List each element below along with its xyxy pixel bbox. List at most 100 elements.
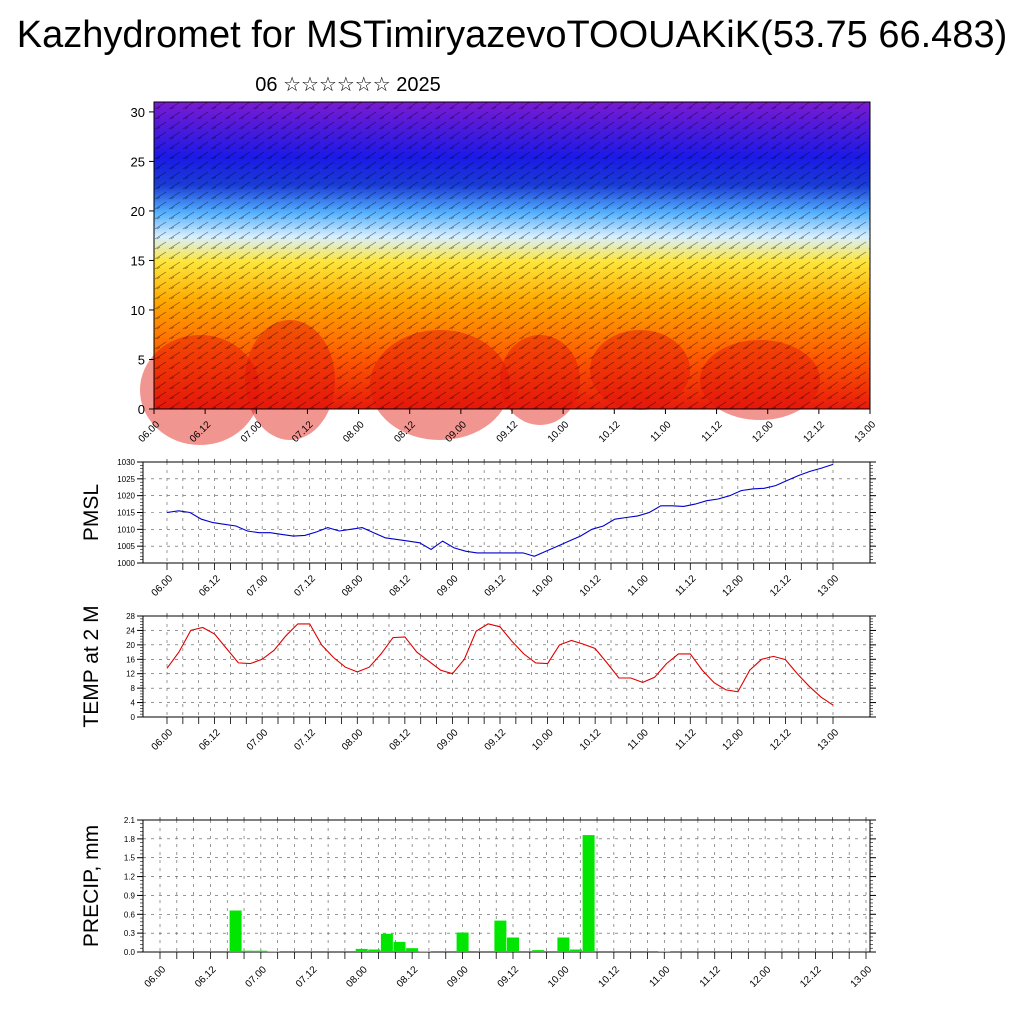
- precip-bar: [582, 835, 595, 952]
- y-tick-label: 1015: [117, 509, 135, 518]
- y-tick-label: 1005: [117, 542, 135, 551]
- x-tick-label: 08.12: [388, 573, 414, 599]
- x-tick-label: 07.12: [292, 727, 318, 753]
- chart-title: Kazhydromet for MSTimiryazevoTOOUAKiK(53…: [16, 14, 1008, 56]
- x-tick-label: 06.12: [197, 727, 223, 753]
- y-tick-label: 8: [131, 684, 136, 693]
- precip-bar: [242, 950, 255, 952]
- x-tick-label: 10.12: [597, 964, 623, 990]
- y-axis-label: PRECIP, mm: [80, 825, 103, 947]
- x-tick-label: 11.00: [626, 727, 651, 752]
- panel-frame: [142, 819, 871, 953]
- x-tick-label: 07.00: [245, 727, 271, 753]
- precip-bar: [355, 948, 368, 952]
- y-tick-label: 1.8: [124, 835, 136, 844]
- panel-frame: [142, 615, 871, 718]
- precip-bar: [532, 950, 545, 952]
- precip-bar: [494, 920, 507, 952]
- x-tick-label: 10.12: [578, 573, 604, 599]
- x-tick-label: 06.00: [150, 573, 176, 599]
- pmsl-series-line: [166, 463, 834, 557]
- y-tick-label: 1010: [117, 525, 135, 534]
- x-tick-label: 12.00: [721, 573, 747, 599]
- y-tick-label: 1030: [117, 458, 135, 467]
- x-tick-label: 11.00: [626, 573, 651, 598]
- y-tick-label: 1020: [117, 492, 135, 501]
- x-tick-label: 11.12: [673, 573, 698, 598]
- x-tick-label: 08.00: [344, 964, 370, 990]
- x-tick-label: 07.00: [244, 964, 270, 990]
- y-tick-label: 0: [131, 713, 136, 722]
- x-tick-label: 12.12: [798, 964, 824, 990]
- precip-panel: 0.0 0.3 0.6 0.9 1.2 1.5 1.8 2.1 06.00 06.12 07.00 0…: [80, 816, 876, 990]
- y-tick-label: 0.9: [124, 891, 136, 900]
- x-tick-label: 12.00: [721, 727, 747, 753]
- x-tick-label: 07.12: [294, 964, 320, 990]
- y-tick-label: 1.2: [124, 873, 136, 882]
- x-tick-label: 09.12: [483, 573, 509, 599]
- x-tick-label: 12.12: [802, 419, 828, 445]
- x-tick-label: 08.00: [341, 419, 367, 445]
- x-tick-label: 09.12: [496, 964, 522, 990]
- precip-bar: [229, 910, 242, 952]
- precip-bar: [254, 950, 267, 952]
- x-tick-label: 08.12: [395, 964, 421, 990]
- y-tick-label: 5: [138, 352, 145, 367]
- y-tick-label: 28: [126, 612, 135, 621]
- precip-bar: [507, 937, 519, 952]
- x-tick-label: 12.12: [768, 727, 794, 753]
- x-tick-label: 09.12: [483, 727, 509, 753]
- wind-barbs: [154, 102, 870, 409]
- y-tick-label: 12: [126, 670, 135, 679]
- x-tick-label: 12.12: [768, 573, 794, 599]
- y-tick-label: 24: [126, 626, 135, 635]
- y-tick-label: 16: [126, 655, 135, 664]
- precip-bar: [418, 951, 431, 952]
- x-tick-label: 08.00: [340, 727, 366, 753]
- y-tick-label: 0.6: [124, 910, 136, 919]
- x-tick-label: 13.00: [849, 964, 875, 990]
- y-tick-label: 25: [131, 154, 145, 169]
- x-tick-label: 06.12: [197, 573, 223, 599]
- x-tick-label: 09.00: [435, 573, 461, 599]
- precip-bar: [456, 932, 469, 952]
- precip-bar: [393, 941, 406, 952]
- x-tick-label: 07.12: [292, 573, 318, 599]
- x-tick-label: 11.12: [700, 419, 725, 444]
- y-tick-label: 20: [131, 204, 145, 219]
- precip-bar: [557, 937, 570, 952]
- y-tick-label: 15: [131, 253, 145, 268]
- y-tick-label: 1.5: [124, 854, 136, 863]
- x-tick-label: 13.00: [816, 573, 842, 599]
- y-tick-label: 30: [131, 105, 145, 120]
- precip-bar: [406, 948, 419, 952]
- y-axis-label: TEMP at 2 M: [80, 605, 103, 727]
- x-tick-label: 06.00: [143, 964, 169, 990]
- x-tick-label: 09.00: [445, 964, 471, 990]
- precip-bar: [380, 933, 393, 952]
- x-tick-label: 08.12: [388, 727, 414, 753]
- y-tick-label: 10: [131, 303, 145, 318]
- x-tick-label: 13.00: [816, 727, 842, 753]
- x-tick-label: 11.00: [647, 964, 672, 989]
- x-tick-label: 10.00: [530, 727, 556, 753]
- panel-frame: [142, 461, 871, 564]
- precip-bar: [658, 951, 671, 952]
- x-tick-label: 08.00: [340, 573, 366, 599]
- x-tick-label: 09.00: [435, 727, 461, 753]
- y-tick-label: 0.0: [124, 948, 136, 957]
- precip-bar: [267, 951, 280, 952]
- pmsl-panel: 1000 1005 1010 1015 1020 1025 1030 06.00 06.12 07…: [80, 458, 876, 599]
- y-tick-label: 0: [138, 402, 145, 417]
- temp-series-line: [166, 623, 834, 706]
- y-tick-label: 20: [126, 641, 135, 650]
- y-tick-label: 1000: [117, 559, 135, 568]
- y-axis-label: PMSL: [80, 484, 103, 541]
- x-tick-label: 12.00: [748, 964, 774, 990]
- x-tick-label: 09.12: [495, 419, 521, 445]
- x-tick-label: 11.12: [698, 964, 723, 989]
- x-tick-label: 06.00: [150, 727, 176, 753]
- x-tick-label: 10.12: [578, 727, 604, 753]
